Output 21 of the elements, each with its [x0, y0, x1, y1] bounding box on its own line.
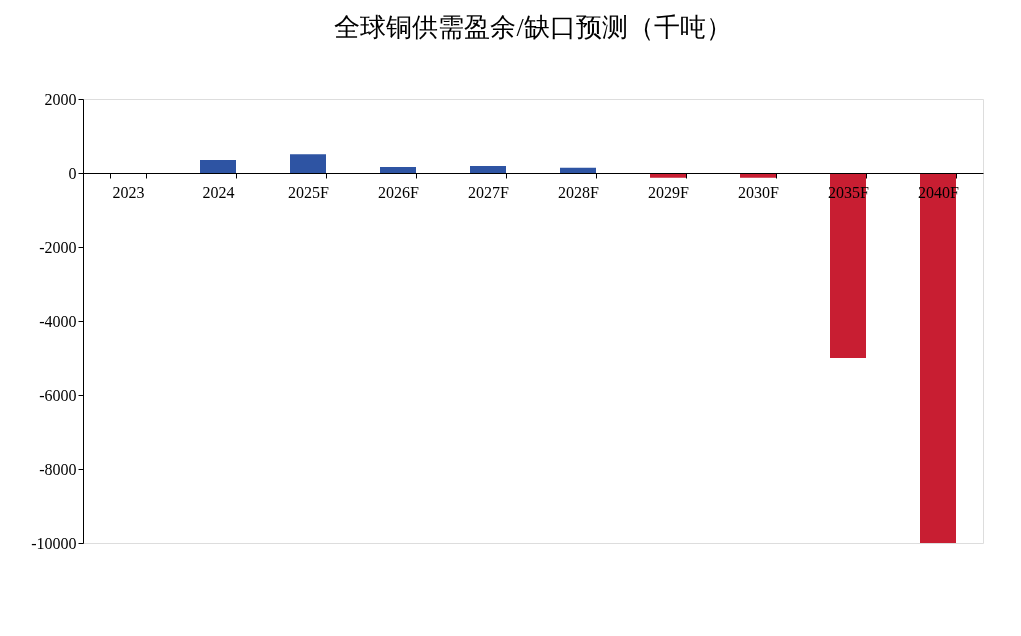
y-tick-label: -2000	[39, 238, 77, 256]
y-tick-label: -4000	[39, 312, 77, 330]
y-tick-label: -10000	[31, 534, 77, 552]
x-tick-label: 2029F	[648, 183, 690, 201]
x-tick-label: 2026F	[378, 183, 420, 201]
x-tick-label: 2024	[202, 183, 235, 201]
bar	[200, 160, 236, 173]
y-tick-label: 0	[68, 164, 77, 182]
bar	[560, 167, 596, 173]
bar	[290, 154, 326, 173]
x-tick-label: 2028F	[558, 183, 600, 201]
bar	[380, 167, 416, 173]
y-tick-label: -6000	[39, 386, 77, 404]
y-tick-label: 2000	[44, 90, 77, 108]
x-tick-label: 2023	[112, 183, 145, 201]
bar	[470, 165, 506, 173]
y-tick-label: -8000	[39, 460, 77, 478]
chart-title: 全球铜供需盈余/缺口预测（千吨）	[334, 13, 732, 42]
x-tick-label: 2027F	[468, 183, 510, 201]
x-tick-label: 2030F	[738, 183, 780, 201]
x-tick-label: 2025F	[288, 183, 330, 201]
